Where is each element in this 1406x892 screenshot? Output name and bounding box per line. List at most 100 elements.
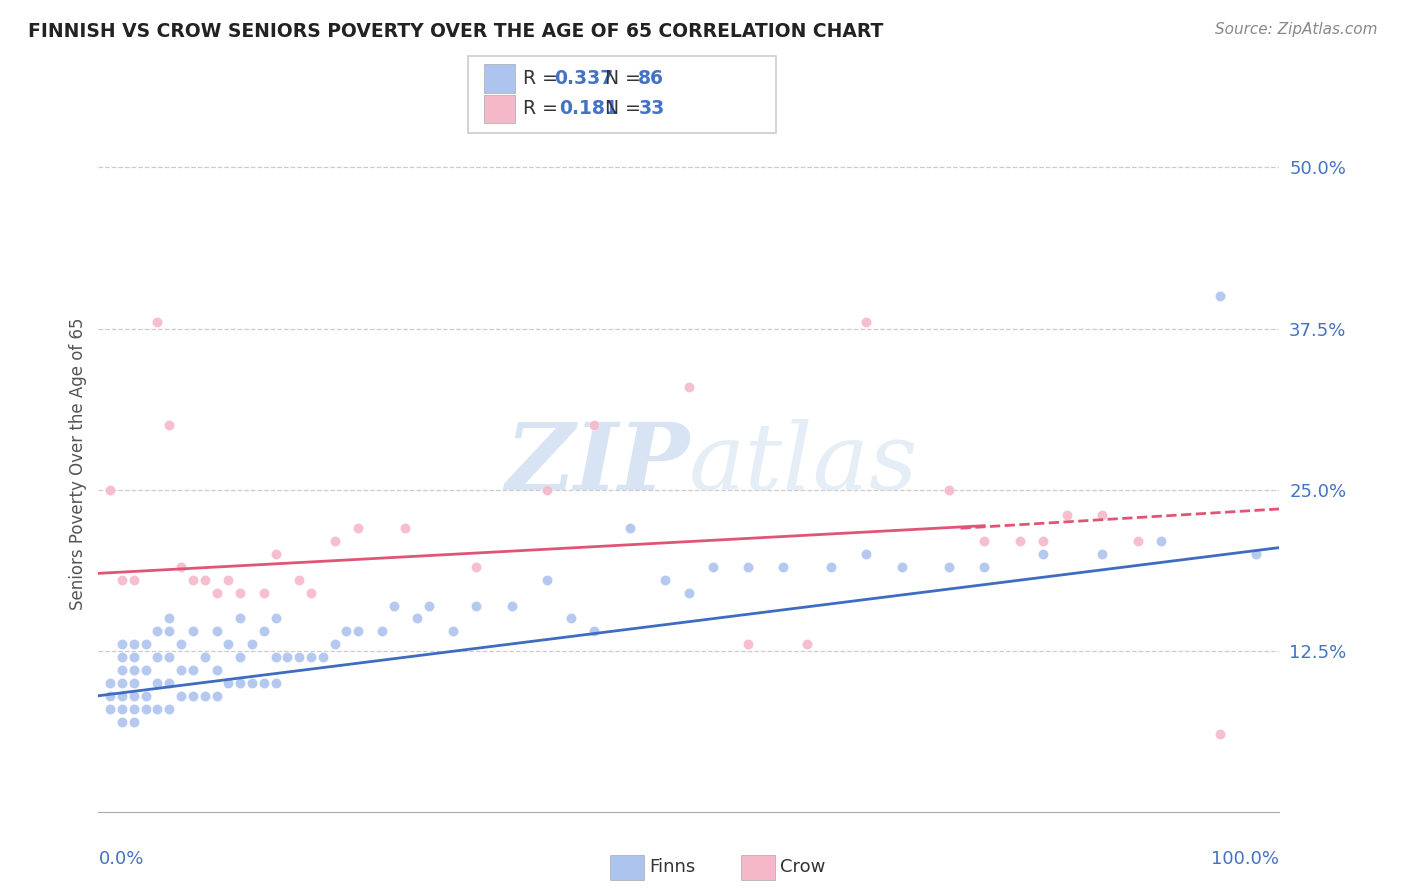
Point (170, 560, 193, 574)
Point (323, 534, 346, 549)
Point (264, 611, 287, 625)
Point (678, 379, 700, 393)
Point (264, 650, 287, 665)
Point (217, 573, 239, 587)
Point (122, 701, 145, 715)
Point (973, 534, 995, 549)
Point (205, 689, 228, 703)
Text: 0.0%: 0.0% (98, 850, 143, 868)
Text: 0.337: 0.337 (554, 69, 613, 88)
Point (122, 714, 145, 729)
Text: ZIP: ZIP (505, 419, 689, 508)
Point (737, 637, 759, 651)
Point (229, 611, 252, 625)
Point (205, 663, 228, 677)
Point (194, 650, 217, 665)
Point (240, 676, 263, 690)
Text: Crow: Crow (780, 858, 825, 876)
Point (111, 637, 134, 651)
Point (264, 676, 287, 690)
Point (253, 624, 276, 639)
Point (702, 560, 724, 574)
Point (855, 547, 877, 561)
Point (536, 573, 558, 587)
Point (347, 624, 370, 639)
Point (312, 650, 335, 665)
Point (288, 573, 311, 587)
Point (181, 624, 204, 639)
Point (217, 637, 239, 651)
Point (146, 650, 169, 665)
Point (253, 585, 276, 599)
Point (1126, 534, 1149, 549)
Point (583, 624, 606, 639)
Point (382, 599, 405, 613)
Text: FINNISH VS CROW SENIORS POVERTY OVER THE AGE OF 65 CORRELATION CHART: FINNISH VS CROW SENIORS POVERTY OVER THE… (28, 22, 883, 41)
Text: atlas: atlas (689, 419, 918, 508)
Point (323, 637, 346, 651)
Point (122, 637, 145, 651)
Point (820, 560, 842, 574)
Point (111, 573, 134, 587)
Point (98, 483, 121, 497)
Point (855, 315, 877, 329)
Point (288, 650, 311, 665)
Point (157, 418, 180, 433)
Point (122, 650, 145, 665)
Point (240, 637, 263, 651)
Point (111, 714, 134, 729)
Point (406, 611, 429, 625)
Point (465, 560, 488, 574)
Point (1008, 534, 1031, 549)
Point (1150, 534, 1173, 549)
Point (181, 663, 204, 677)
Point (135, 701, 157, 715)
Point (157, 701, 180, 715)
Point (146, 676, 169, 690)
Point (135, 663, 157, 677)
Point (299, 650, 322, 665)
Point (938, 560, 960, 574)
Text: 100.0%: 100.0% (1212, 850, 1279, 868)
Text: 86: 86 (638, 69, 664, 88)
Point (181, 573, 204, 587)
Point (1091, 547, 1114, 561)
Point (146, 624, 169, 639)
Point (122, 573, 145, 587)
Point (678, 585, 700, 599)
Point (229, 650, 252, 665)
Point (157, 676, 180, 690)
Point (205, 585, 228, 599)
Point (181, 689, 204, 703)
Point (170, 637, 193, 651)
Point (654, 573, 676, 587)
Point (335, 624, 357, 639)
Point (111, 676, 134, 690)
Point (1056, 508, 1078, 523)
Point (772, 560, 794, 574)
Point (1209, 289, 1232, 303)
Text: R =: R = (523, 69, 564, 88)
Point (122, 676, 145, 690)
Point (501, 599, 523, 613)
Point (890, 560, 912, 574)
Point (229, 676, 252, 690)
Point (371, 624, 394, 639)
Point (299, 585, 322, 599)
Point (973, 560, 995, 574)
Point (111, 701, 134, 715)
Point (111, 650, 134, 665)
Text: N =: N = (605, 69, 647, 88)
Point (583, 418, 606, 433)
Point (146, 315, 169, 329)
Point (1032, 534, 1054, 549)
Point (157, 650, 180, 665)
Point (217, 676, 239, 690)
Point (229, 585, 252, 599)
Text: Finns: Finns (650, 858, 696, 876)
Point (157, 624, 180, 639)
Y-axis label: Seniors Poverty Over the Age of 65: Seniors Poverty Over the Age of 65 (69, 318, 87, 610)
Point (146, 701, 169, 715)
Point (98, 701, 121, 715)
Point (122, 663, 145, 677)
